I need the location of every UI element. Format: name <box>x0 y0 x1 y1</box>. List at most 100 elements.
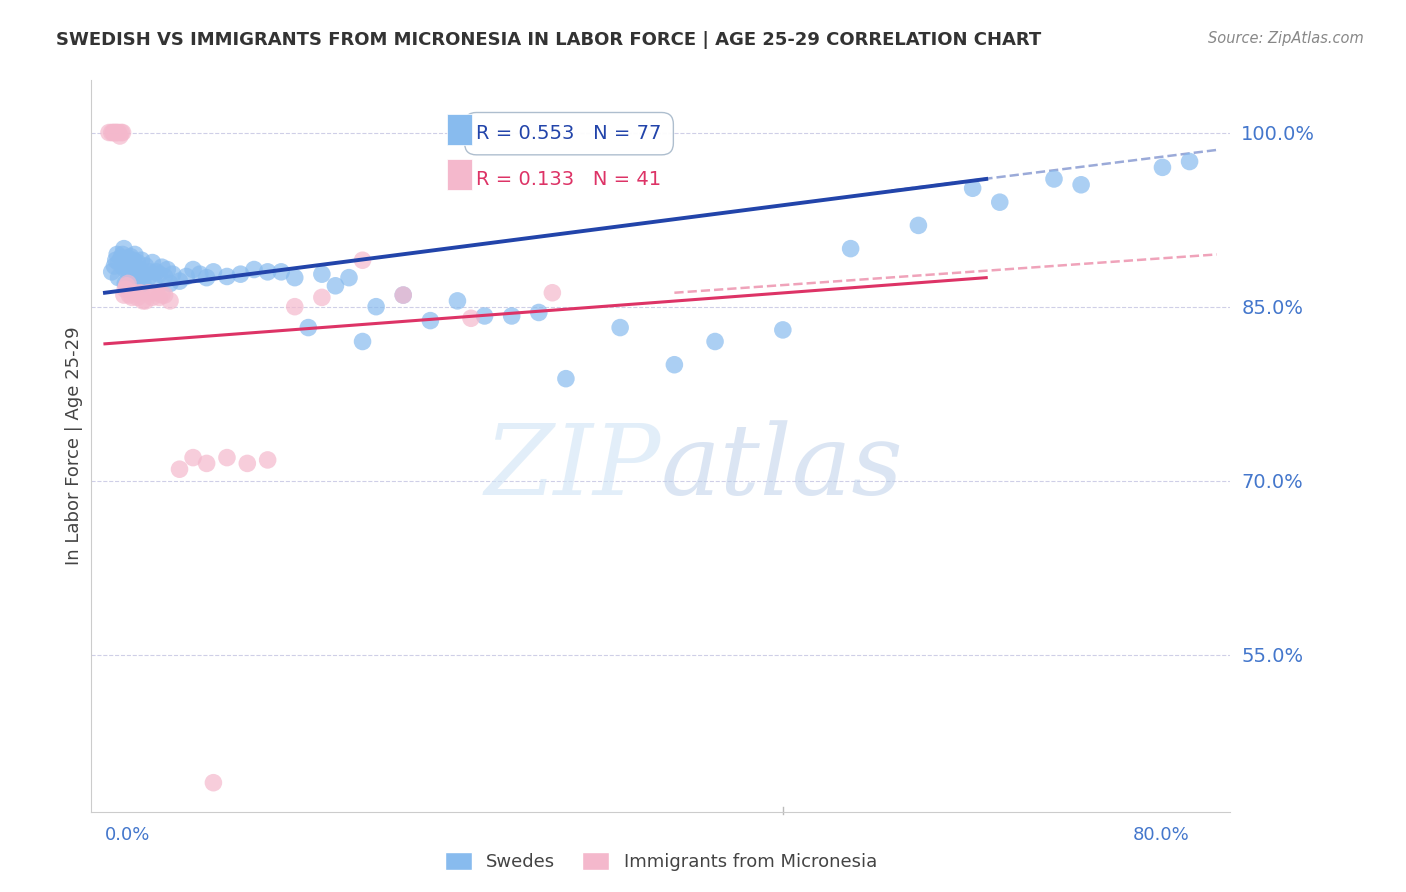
Point <box>114 282 136 296</box>
Point <box>134 267 156 281</box>
Point <box>162 267 184 281</box>
Text: 80.0%: 80.0% <box>1133 826 1189 844</box>
Point <box>460 311 482 326</box>
Point <box>131 253 153 268</box>
Point <box>311 290 333 304</box>
Point <box>121 258 143 272</box>
Point <box>270 265 292 279</box>
Point <box>159 293 181 308</box>
FancyBboxPatch shape <box>447 160 472 190</box>
Point <box>98 126 121 140</box>
Point <box>128 270 150 285</box>
Point <box>153 288 176 302</box>
Point <box>501 309 523 323</box>
Point <box>129 285 152 300</box>
Point <box>419 313 441 327</box>
Point <box>541 285 564 300</box>
Point <box>256 453 278 467</box>
Point <box>117 251 139 265</box>
Point <box>446 293 468 308</box>
Point <box>297 320 319 334</box>
Point <box>114 277 136 291</box>
Point <box>159 277 181 291</box>
Point <box>105 126 128 140</box>
Point <box>124 285 146 300</box>
Point <box>195 270 218 285</box>
Point <box>107 255 129 269</box>
Text: R = 0.553   N = 77: R = 0.553 N = 77 <box>477 124 662 144</box>
Point <box>115 255 138 269</box>
Point <box>169 274 191 288</box>
Point <box>110 251 132 265</box>
Point <box>352 253 374 268</box>
Point <box>337 270 360 285</box>
Point <box>392 288 415 302</box>
Point <box>664 358 686 372</box>
Point <box>142 274 165 288</box>
Point <box>169 462 191 476</box>
Point <box>311 267 333 281</box>
Point <box>138 285 160 300</box>
Text: SWEDISH VS IMMIGRANTS FROM MICRONESIA IN LABOR FORCE | AGE 25-29 CORRELATION CHA: SWEDISH VS IMMIGRANTS FROM MICRONESIA IN… <box>56 31 1042 49</box>
Point <box>129 262 152 277</box>
Point <box>103 259 125 273</box>
Point <box>104 253 127 268</box>
Text: 0.0%: 0.0% <box>105 826 150 844</box>
Point <box>202 775 225 789</box>
Point <box>1043 172 1066 186</box>
Y-axis label: In Labor Force | Age 25-29: In Labor Force | Age 25-29 <box>65 326 83 566</box>
Point <box>115 278 138 293</box>
Point <box>121 290 143 304</box>
Point <box>284 300 307 314</box>
Point <box>704 334 727 349</box>
Point <box>107 270 129 285</box>
Point <box>352 334 374 349</box>
Point <box>145 265 167 279</box>
Point <box>474 309 496 323</box>
Point <box>962 181 984 195</box>
Point <box>111 259 134 273</box>
Point <box>107 126 129 140</box>
Point <box>127 290 149 304</box>
Point <box>907 219 929 233</box>
Point <box>236 457 259 471</box>
Point <box>104 126 127 140</box>
Point <box>174 269 197 284</box>
Point <box>124 247 146 261</box>
Point <box>153 269 176 284</box>
Point <box>103 126 125 140</box>
Point <box>127 255 149 269</box>
Point <box>112 242 135 256</box>
Text: ZIP: ZIP <box>485 420 661 516</box>
Point <box>105 247 128 261</box>
Point <box>1178 154 1201 169</box>
Point <box>148 267 170 281</box>
Point <box>215 269 238 284</box>
Text: R = 0.133   N = 41: R = 0.133 N = 41 <box>477 169 661 188</box>
Point <box>112 288 135 302</box>
Point <box>114 262 136 277</box>
Point <box>120 250 142 264</box>
Point <box>150 288 173 302</box>
Text: Source: ZipAtlas.com: Source: ZipAtlas.com <box>1208 31 1364 46</box>
Point <box>554 372 576 386</box>
Point <box>366 300 388 314</box>
Point <box>325 278 347 293</box>
Point <box>100 265 122 279</box>
Point <box>188 267 211 281</box>
Point <box>1070 178 1092 192</box>
FancyBboxPatch shape <box>447 114 472 145</box>
Point <box>988 195 1011 210</box>
Text: atlas: atlas <box>661 420 904 516</box>
Point <box>135 293 157 308</box>
Point <box>1152 161 1174 175</box>
Point <box>141 255 163 269</box>
Point <box>527 305 550 319</box>
Point <box>181 450 204 465</box>
Point <box>118 259 141 273</box>
Point <box>772 323 794 337</box>
Point <box>145 285 167 300</box>
Point <box>111 247 134 261</box>
Point <box>392 288 415 302</box>
Point <box>117 277 139 291</box>
